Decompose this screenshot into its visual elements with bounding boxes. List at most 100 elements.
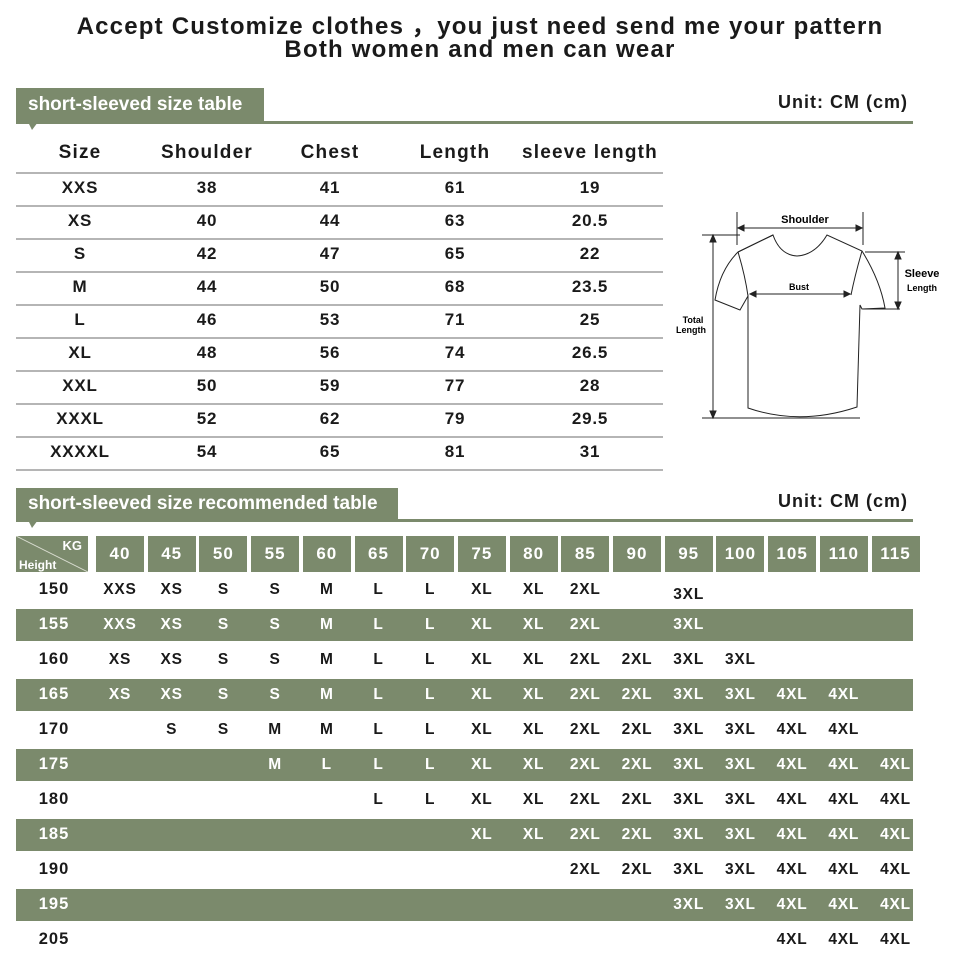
measurement-cell: 50 xyxy=(319,277,341,296)
row-divider xyxy=(16,403,663,405)
size-recommendation-cell: XL xyxy=(522,791,545,808)
size-recommendation-cell: 3XL xyxy=(673,721,705,738)
size-recommendation-cell: 2XL xyxy=(569,686,601,703)
row-band xyxy=(16,819,913,851)
height-cell: 180 xyxy=(38,790,70,808)
shoulder-label: Shoulder xyxy=(781,214,829,226)
size-recommendation-cell: L xyxy=(373,686,384,703)
tshirt-outline-icon xyxy=(714,234,886,418)
size-recommendation-cell: XL xyxy=(522,686,545,703)
size-recommendation-cell: 2XL xyxy=(621,721,653,738)
size-recommendation-cell: XXS xyxy=(103,616,137,633)
size-recommendation-cell: L xyxy=(425,721,436,738)
sleeve-length-label: Length xyxy=(907,283,937,293)
total-length-label: Length xyxy=(676,325,706,335)
size-recommendation-cell: 3XL xyxy=(724,756,756,773)
weight-header: 60 xyxy=(302,536,351,572)
size-recommendation-cell: M xyxy=(319,616,334,633)
measurement-cell: 19 xyxy=(579,178,601,197)
size-recommendation-cell: 4XL xyxy=(828,686,860,703)
size-recommendation-cell: 4XL xyxy=(828,721,860,738)
size-recommendation-cell: XS xyxy=(108,686,132,703)
size-recommendation-cell: M xyxy=(319,581,334,598)
size-recommendation-cell: 3XL xyxy=(673,616,705,633)
size-recommendation-cell: 2XL xyxy=(621,686,653,703)
size-recommendation-cell: 4XL xyxy=(828,826,860,843)
size-recommendation-cell: 3XL xyxy=(673,586,705,603)
measurement-cell: 53 xyxy=(319,310,341,329)
weight-header: 65 xyxy=(354,536,403,572)
size-recommendation-cell: 3XL xyxy=(724,651,756,668)
measurement-cell: 71 xyxy=(444,310,466,329)
corner-header: KG Height xyxy=(16,536,88,572)
measurement-cell: 22 xyxy=(579,244,601,263)
height-cell: 205 xyxy=(38,930,70,948)
size-recommendation-cell: L xyxy=(321,756,332,773)
size-recommendation-cell: 4XL xyxy=(776,686,808,703)
row-divider xyxy=(16,337,663,339)
size-cell: XS xyxy=(67,211,93,230)
size-recommendation-cell: XS xyxy=(160,616,183,633)
size-recommendation-cell: 2XL xyxy=(569,721,601,738)
measurement-cell: 29.5 xyxy=(571,409,609,428)
size-recommendation-cell: S xyxy=(269,686,281,703)
weight-header: 80 xyxy=(509,536,558,572)
weight-header: 50 xyxy=(199,536,248,572)
size-recommendation-cell: S xyxy=(166,721,178,738)
size-cell: XXL xyxy=(62,376,98,395)
size-cell: XL xyxy=(68,343,92,362)
size-recommendation-cell: 4XL xyxy=(828,861,860,878)
size-recommendation-cell: 2XL xyxy=(621,861,653,878)
height-cell: 160 xyxy=(38,650,70,668)
size-cell: XXXXL xyxy=(50,442,110,461)
measurement-cell: 47 xyxy=(319,244,341,263)
height-cell: 190 xyxy=(38,860,70,878)
size-table-title: short-sleeved size table xyxy=(16,88,264,130)
size-recommendation-cell: XL xyxy=(522,581,545,598)
measurement-cell: 31 xyxy=(579,442,601,461)
row-band xyxy=(16,609,913,641)
measurement-cell: 44 xyxy=(319,211,341,230)
section-divider xyxy=(16,121,913,124)
measurement-cell: 26.5 xyxy=(571,343,609,362)
measurement-cell: 23.5 xyxy=(571,277,609,296)
size-recommendation-cell: 4XL xyxy=(828,896,860,913)
size-recommendation-cell: 2XL xyxy=(569,791,601,808)
size-recommendation-cell: XS xyxy=(160,651,183,668)
size-recommendation-cell: 2XL xyxy=(569,861,601,878)
size-recommendation-cell: 2XL xyxy=(569,826,601,843)
size-recommendation-cell: L xyxy=(425,686,436,703)
size-cell: XXS xyxy=(61,178,99,197)
size-recommendation-cell: XL xyxy=(522,826,545,843)
measurement-cell: 20.5 xyxy=(571,211,609,230)
size-recommendation-cell: 4XL xyxy=(776,791,808,808)
size-recommendation-cell: M xyxy=(319,686,334,703)
size-recommendation-cell: 4XL xyxy=(828,756,860,773)
measurement-cell: 50 xyxy=(196,376,218,395)
size-recommendation-cell: 3XL xyxy=(673,686,705,703)
row-divider xyxy=(16,205,663,207)
size-recommendation-cell: 4XL xyxy=(776,861,808,878)
height-cell: 155 xyxy=(38,615,70,633)
measurement-cell: 40 xyxy=(196,211,218,230)
size-recommendation-cell: L xyxy=(373,721,384,738)
size-recommendation-cell: XS xyxy=(160,686,183,703)
weight-header: 95 xyxy=(664,536,713,572)
recommend-table-unit: Unit: CM (cm) xyxy=(778,491,908,511)
size-cell: XXXL xyxy=(56,409,104,428)
height-cell: 170 xyxy=(38,720,70,738)
size-recommendation-cell: 4XL xyxy=(776,756,808,773)
measurement-cell: 77 xyxy=(444,376,466,395)
size-recommendation-cell: 2XL xyxy=(621,651,653,668)
measurement-cell: 48 xyxy=(196,343,218,362)
size-recommendation-cell: L xyxy=(373,616,384,633)
size-recommendation-cell: XXS xyxy=(103,581,137,598)
measurement-cell: 41 xyxy=(319,178,341,197)
measurement-cell: 44 xyxy=(196,277,218,296)
bust-label: Bust xyxy=(789,282,809,292)
measurement-cell: 63 xyxy=(444,211,466,230)
size-recommendation-cell: L xyxy=(425,756,436,773)
size-cell: L xyxy=(74,310,86,329)
height-cell: 175 xyxy=(38,755,70,773)
size-recommendation-cell: XL xyxy=(471,651,493,668)
